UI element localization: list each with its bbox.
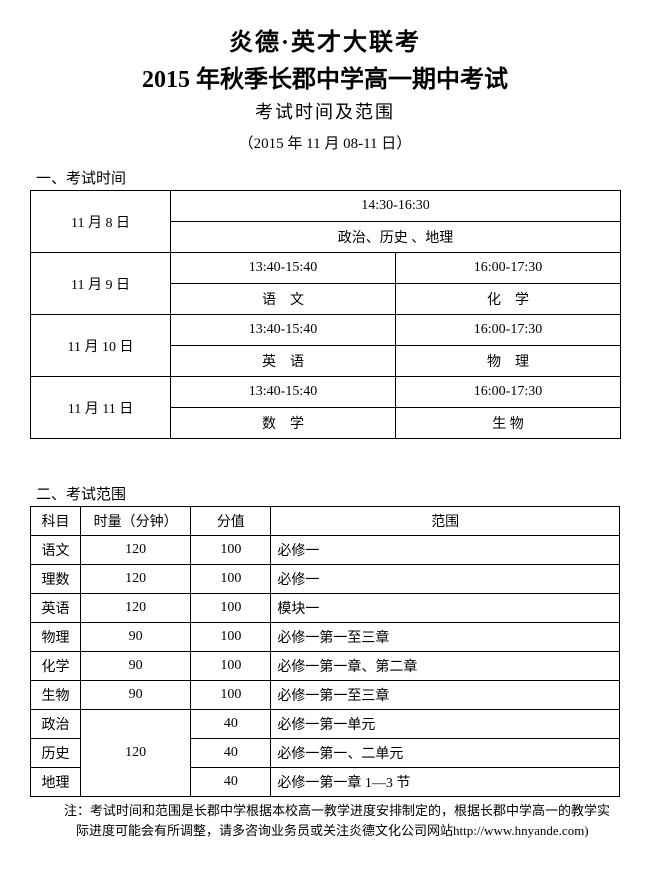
scope-range: 必修一 [271, 536, 620, 565]
schedule-date: 11 月 9 日 [31, 253, 171, 315]
scope-score: 100 [191, 652, 271, 681]
schedule-time: 13:40-15:40 [171, 377, 396, 408]
scope-range: 必修一 [271, 565, 620, 594]
scope-range: 必修一第一单元 [271, 710, 620, 739]
scope-subject: 生物 [31, 681, 81, 710]
header-block: 炎德·英才大联考 2015 年秋季长郡中学高一期中考试 考试时间及范围 （201… [30, 22, 620, 153]
scope-subject: 历史 [31, 739, 81, 768]
schedule-time: 13:40-15:40 [171, 253, 396, 284]
scope-score: 100 [191, 594, 271, 623]
scope-duration: 90 [81, 623, 191, 652]
schedule-subject: 政治、历史 、地理 [171, 222, 621, 253]
scope-header: 时量（分钟） [81, 507, 191, 536]
scope-subject: 地理 [31, 768, 81, 797]
title-line-3: 考试时间及范围 [30, 98, 620, 124]
section-1-label: 一、考试时间 [36, 167, 620, 188]
section-2-label: 二、考试范围 [36, 483, 620, 504]
scope-score: 100 [191, 536, 271, 565]
schedule-subject: 语 文 [171, 284, 396, 315]
scope-score: 40 [191, 710, 271, 739]
schedule-date: 11 月 10 日 [31, 315, 171, 377]
schedule-table: 11 月 8 日14:30-16:30政治、历史 、地理11 月 9 日13:4… [30, 190, 621, 439]
scope-range: 必修一第一章、第二章 [271, 652, 620, 681]
scope-duration: 90 [81, 652, 191, 681]
scope-duration: 90 [81, 681, 191, 710]
schedule-subject: 物 理 [396, 346, 621, 377]
scope-score: 40 [191, 768, 271, 797]
title-line-1: 炎德·英才大联考 [30, 22, 620, 57]
scope-range: 必修一第一至三章 [271, 681, 620, 710]
scope-subject: 理数 [31, 565, 81, 594]
scope-subject: 物理 [31, 623, 81, 652]
scope-subject: 语文 [31, 536, 81, 565]
schedule-date: 11 月 11 日 [31, 377, 171, 439]
scope-header: 分值 [191, 507, 271, 536]
schedule-time: 16:00-17:30 [396, 377, 621, 408]
schedule-date: 11 月 8 日 [31, 191, 171, 253]
scope-subject: 政治 [31, 710, 81, 739]
schedule-time: 14:30-16:30 [171, 191, 621, 222]
scope-duration: 120 [81, 594, 191, 623]
schedule-subject: 生 物 [396, 408, 621, 439]
scope-score: 100 [191, 681, 271, 710]
scope-header: 科目 [31, 507, 81, 536]
scope-score: 100 [191, 623, 271, 652]
page: 炎德·英才大联考 2015 年秋季长郡中学高一期中考试 考试时间及范围 （201… [0, 0, 650, 893]
title-line-2: 2015 年秋季长郡中学高一期中考试 [30, 59, 620, 94]
footnote: 注：考试时间和范围是长郡中学根据本校高一教学进度安排制定的，根据长郡中学高一的教… [56, 801, 620, 840]
scope-duration: 120 [81, 565, 191, 594]
scope-subject: 化学 [31, 652, 81, 681]
schedule-time: 13:40-15:40 [171, 315, 396, 346]
scope-duration: 120 [81, 536, 191, 565]
scope-range: 必修一第一至三章 [271, 623, 620, 652]
scope-score: 40 [191, 739, 271, 768]
scope-subject: 英语 [31, 594, 81, 623]
scope-table: 科目时量（分钟）分值范围 语文120100必修一理数120100必修一英语120… [30, 506, 620, 797]
schedule-subject: 英 语 [171, 346, 396, 377]
scope-range: 模块一 [271, 594, 620, 623]
scope-range: 必修一第一、二单元 [271, 739, 620, 768]
schedule-time: 16:00-17:30 [396, 315, 621, 346]
scope-score: 100 [191, 565, 271, 594]
scope-duration: 120 [81, 710, 191, 797]
title-line-4: （2015 年 11 月 08-11 日） [30, 132, 620, 153]
schedule-time: 16:00-17:30 [396, 253, 621, 284]
schedule-subject: 化 学 [396, 284, 621, 315]
scope-range: 必修一第一章 1—3 节 [271, 768, 620, 797]
schedule-subject: 数 学 [171, 408, 396, 439]
scope-header: 范围 [271, 507, 620, 536]
